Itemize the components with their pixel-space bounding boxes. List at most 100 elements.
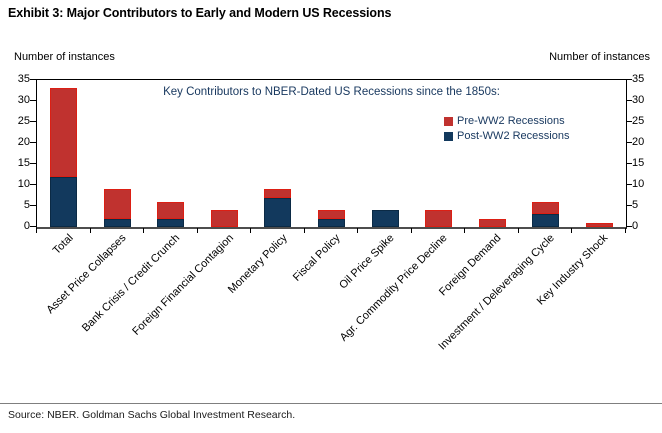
- bar-segment-post-ww2: [532, 214, 560, 227]
- source-text: Source: NBER. Goldman Sachs Global Inves…: [8, 409, 296, 421]
- y-tick-label-left: 0: [23, 220, 30, 232]
- legend-row: Pre-WW2 Recessions: [444, 114, 569, 128]
- bar-column: [144, 80, 198, 227]
- y-tick-label-right: 25: [632, 115, 645, 127]
- x-tick-mark: [357, 228, 359, 233]
- x-tick-mark: [89, 228, 91, 233]
- stacked-bar: [425, 210, 453, 227]
- y-tick-label-left: 5: [23, 199, 30, 211]
- x-tick-mark: [196, 228, 198, 233]
- y-tick-mark-left: [30, 142, 36, 143]
- chart-inner-title: Key Contributors to NBER-Dated US Recess…: [163, 86, 500, 98]
- right-axis-title: Number of instances: [549, 51, 650, 63]
- y-tick-label-right: 20: [632, 136, 645, 148]
- plot-area: Key Contributors to NBER-Dated US Recess…: [36, 79, 627, 229]
- y-tick-mark-right: [626, 121, 632, 122]
- y-tick-label-right: 35: [632, 73, 645, 85]
- bar-segment-pre-ww2: [478, 218, 506, 227]
- y-tick-label-left: 20: [17, 136, 30, 148]
- y-tick-mark-right: [626, 100, 632, 101]
- y-tick-label-right: 5: [632, 199, 639, 211]
- x-tick-mark: [625, 228, 626, 233]
- x-tick-mark: [250, 228, 252, 233]
- bar-segment-pre-ww2: [318, 210, 345, 219]
- legend-row: Post-WW2 Recessions: [444, 129, 569, 143]
- y-tick-label-left: 35: [17, 73, 30, 85]
- y-tick-mark-right: [626, 205, 632, 206]
- legend-swatch-icon: [444, 131, 453, 141]
- stacked-bar: [157, 201, 185, 227]
- bar-column: [519, 80, 573, 227]
- stacked-bar: [371, 210, 399, 227]
- left-axis-title: Number of instances: [14, 51, 115, 63]
- legend: Pre-WW2 Recessions Post-WW2 Recessions: [444, 114, 569, 144]
- bar-column: [251, 80, 305, 227]
- bar-segment-pre-ww2: [157, 201, 185, 219]
- stacked-bar: [478, 218, 506, 227]
- y-tick-mark-left: [30, 100, 36, 101]
- stacked-bar: [318, 210, 345, 227]
- bar-column: [572, 80, 626, 227]
- stacked-bar: [532, 201, 560, 227]
- x-axis-label: Agr. Commodity Price Decline: [338, 232, 451, 344]
- y-tick-label-right: 15: [632, 157, 645, 169]
- y-tick-label-right: 0: [632, 220, 639, 232]
- bar-segment-pre-ww2: [210, 210, 238, 227]
- bar-column: [198, 80, 252, 227]
- bar-column: [305, 80, 359, 227]
- y-tick-mark-left: [30, 163, 36, 164]
- bar-segment-post-ww2: [103, 218, 131, 227]
- y-tick-label-left: 15: [17, 157, 30, 169]
- x-axis-label: Fiscal Policy: [291, 232, 343, 284]
- y-tick-mark-right: [626, 163, 632, 164]
- x-axis-label: Investment / Deleveraging Cycle: [436, 232, 558, 353]
- bar-segment-post-ww2: [371, 210, 399, 227]
- bar-column: [91, 80, 145, 227]
- x-tick-mark: [410, 228, 412, 233]
- stacked-bar: [264, 189, 292, 227]
- y-tick-mark-left: [30, 184, 36, 185]
- y-tick-mark-left: [30, 79, 36, 80]
- x-axis-label: Oil Price Spike: [337, 232, 397, 292]
- bars-container: [37, 80, 626, 227]
- bar-segment-pre-ww2: [50, 88, 78, 177]
- bar-segment-post-ww2: [157, 218, 185, 227]
- y-tick-mark-right: [626, 184, 632, 185]
- x-tick-mark: [517, 228, 519, 233]
- bar-segment-post-ww2: [318, 218, 345, 227]
- x-tick-mark: [464, 228, 466, 233]
- stacked-bar: [210, 210, 238, 227]
- x-axis-label: Monetary Policy: [225, 232, 290, 296]
- x-tick-mark: [571, 228, 573, 233]
- bar-segment-post-ww2: [50, 176, 78, 227]
- y-tick-label-right: 30: [632, 94, 645, 106]
- y-tick-label-left: 10: [17, 178, 30, 190]
- stacked-bar: [585, 222, 613, 227]
- x-axis-label: Total: [50, 232, 76, 257]
- legend-label: Post-WW2 Recessions: [457, 130, 570, 142]
- y-tick-mark-left: [30, 205, 36, 206]
- bar-column: [465, 80, 519, 227]
- bar-column: [358, 80, 412, 227]
- bar-segment-pre-ww2: [585, 222, 613, 227]
- legend-swatch-icon: [444, 116, 453, 126]
- x-axis-label: Bank Crisis / Credit Crunch: [80, 232, 183, 335]
- footer-divider: [0, 403, 662, 404]
- y-tick-label-left: 30: [17, 94, 30, 106]
- bar-segment-pre-ww2: [532, 201, 560, 215]
- bar-column: [37, 80, 91, 227]
- y-tick-mark-left: [30, 121, 36, 122]
- bar-column: [412, 80, 466, 227]
- bar-segment-pre-ww2: [103, 189, 131, 219]
- y-tick-mark-right: [626, 142, 632, 143]
- y-tick-mark-right: [626, 226, 632, 227]
- x-axis-label: Foreign Financial Contagion: [130, 232, 236, 338]
- y-tick-label-left: 25: [17, 115, 30, 127]
- stacked-bar: [103, 189, 131, 227]
- y-tick-mark-right: [626, 79, 632, 80]
- x-tick-mark: [143, 228, 145, 233]
- y-tick-mark-left: [30, 226, 36, 227]
- y-tick-label-right: 10: [632, 178, 645, 190]
- stacked-bar: [50, 88, 78, 227]
